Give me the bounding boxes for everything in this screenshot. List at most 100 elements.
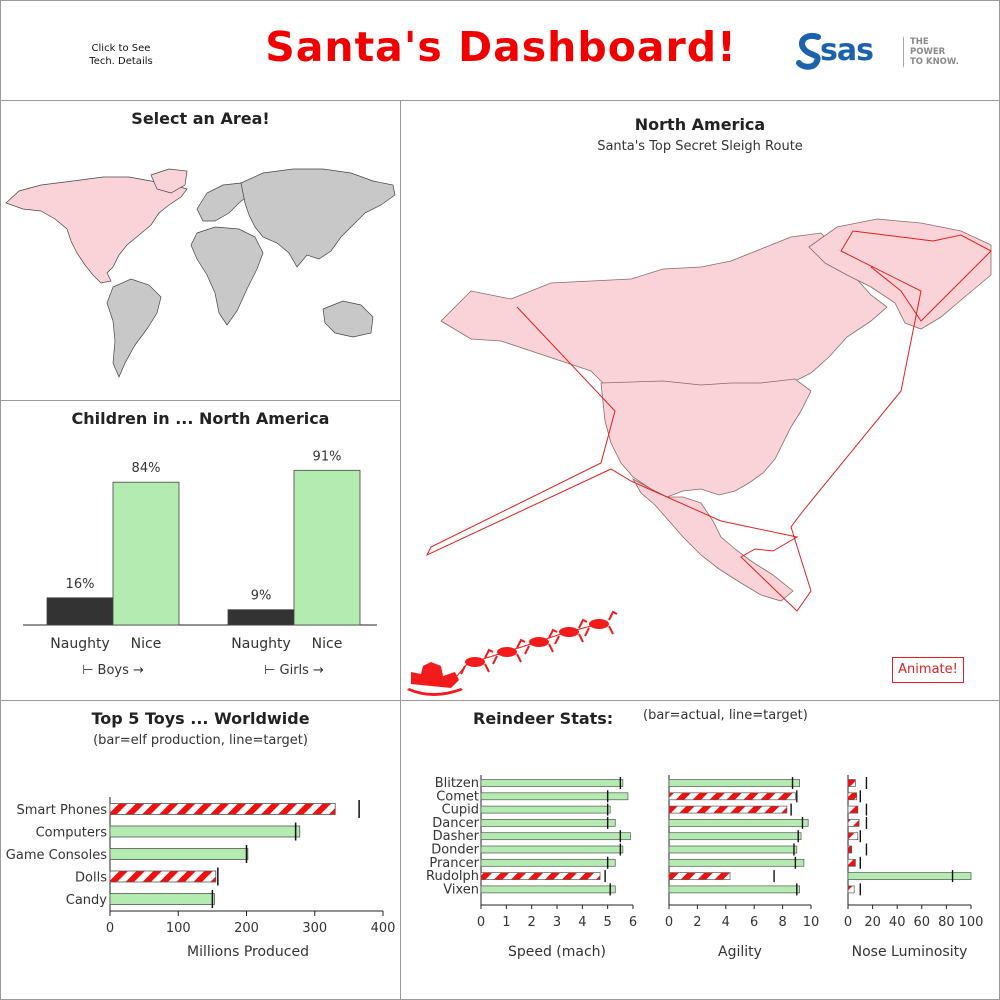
reindeer-x-tick-label: 100 [959, 915, 984, 930]
toys-category-label: Candy [66, 893, 108, 908]
sas-logo: sas THE POWER TO KNOW. [796, 31, 966, 75]
map-region-africa[interactable] [190, 226, 264, 326]
toys-x-tick-label: 0 [106, 921, 114, 936]
map-region-usa[interactable] [600, 378, 812, 498]
logo-tagline-line: TO KNOW. [910, 57, 959, 67]
reindeer-x-tick-label: 0 [844, 915, 852, 930]
toys-x-tick-label: 300 [302, 921, 327, 936]
reindeer-x-tick-label: 4 [578, 915, 586, 930]
sas-logo-icon [796, 33, 821, 70]
reindeer-bar [847, 819, 860, 827]
reindeer-name-label: Dancer [432, 816, 479, 831]
reindeer-bar [847, 805, 859, 814]
reindeer-name-label: Prancer [429, 856, 479, 871]
toys-category-label: Smart Phones [17, 803, 108, 818]
map-region-greenland[interactable] [150, 168, 188, 194]
children-bar-value-label: 84% [132, 461, 161, 476]
reindeer-bar [668, 885, 800, 894]
region-map-panel: North America Santa's Top Secret Sleigh … [400, 100, 1000, 701]
children-chart-panel: Children in ... North America 16% Naughty… [0, 400, 401, 701]
reindeer-bar [847, 792, 857, 801]
reindeer-bar [847, 885, 855, 894]
reindeer-x-tick-label: 60 [914, 915, 931, 930]
reindeer-chart: BlitzenCometCupidDancerDasherDonderPranc… [426, 775, 984, 960]
reindeer-bar [668, 832, 802, 841]
sleigh-route [425, 230, 992, 612]
map-region-south-america[interactable] [106, 278, 162, 378]
region-map-subtitle: Santa's Top Secret Sleigh Route [597, 139, 803, 154]
reindeer-x-tick-label: 0 [665, 915, 673, 930]
reindeer-bar [847, 779, 856, 787]
reindeer-x-tick-label: 40 [889, 915, 906, 930]
reindeer-x-axis-label: Nose Luminosity [852, 944, 968, 960]
reindeer-x-tick-label: 20 [864, 915, 881, 930]
map-region-asia[interactable] [240, 168, 396, 268]
reindeer-bar [480, 805, 611, 814]
toys-bar [109, 825, 301, 838]
children-chart: 16% Naughty 84% Nice ⊢ Boys → 9% Naughty 91% Nic… [23, 449, 377, 678]
toys-category-label: Game Consoles [6, 848, 107, 863]
reindeer-x-tick-label: 10 [803, 915, 820, 930]
toys-bar [109, 848, 249, 860]
reindeer-name-label: Vixen [443, 882, 479, 897]
reindeer-bar [480, 832, 631, 841]
children-bar-nice [112, 481, 180, 626]
reindeer-bar [668, 858, 805, 867]
reindeer-x-axis-label: Agility [718, 944, 762, 960]
children-category-label: Naughty [50, 636, 109, 652]
tech-details-link[interactable]: Click to See Tech. Details [61, 42, 181, 68]
reindeer-x-tick-label: 3 [553, 915, 561, 930]
region-map-title: North America [634, 115, 766, 134]
toys-category-label: Computers [36, 826, 108, 841]
reindeer-bar [668, 872, 731, 880]
toys-category-label: Dolls [75, 871, 107, 886]
logo-tagline-line: POWER [910, 47, 946, 57]
reindeer-bar [847, 832, 859, 841]
reindeer-name-label: Blitzen [435, 776, 479, 791]
reindeer-name-label: Rudolph [426, 869, 479, 884]
animate-button[interactable]: Animate! [892, 657, 964, 683]
reindeer-bar [847, 858, 856, 867]
toys-x-tick-label: 100 [166, 921, 191, 936]
toys-chart-title: Top 5 Toys ... Worldwide [91, 709, 310, 728]
reindeer-bar [668, 845, 798, 854]
reindeer-bar [480, 858, 616, 867]
map-region-greenland-detail[interactable] [808, 218, 992, 330]
children-category-label: Naughty [231, 636, 290, 652]
reindeer-bar [668, 819, 809, 827]
reindeer-name-label: Donder [431, 843, 479, 858]
tech-details-link-line: Tech. Details [89, 56, 153, 67]
reindeer-bar [847, 872, 972, 880]
reindeer-bar [668, 792, 796, 801]
reindeer-bar [480, 792, 629, 801]
reindeer-x-tick-label: 2 [693, 915, 701, 930]
toys-bar [109, 870, 217, 883]
map-region-mexico[interactable] [631, 477, 794, 602]
reindeer-bar [668, 805, 788, 814]
toys-chart: Smart Phones Computers Game Consoles Dolls C… [6, 797, 396, 960]
page-title: Santa's Dashboard! [265, 23, 737, 71]
children-bar-naughty [46, 597, 114, 626]
reindeer-x-tick-label: 1 [502, 915, 510, 930]
reindeer-name-label: Dasher [433, 829, 480, 844]
map-region-canada[interactable] [440, 232, 888, 392]
map-region-north-america[interactable] [5, 176, 188, 284]
reindeer-x-tick-label: 4 [722, 915, 730, 930]
reindeer-x-tick-label: 0 [477, 915, 485, 930]
map-region-australia[interactable] [322, 300, 374, 338]
reindeer-bar [480, 885, 616, 894]
reindeer-bar [480, 872, 601, 880]
children-category-label: Nice [312, 636, 343, 652]
toys-bar [109, 893, 215, 905]
reindeer-x-tick-label: 8 [778, 915, 786, 930]
header-panel: Click to See Tech. Details Santa's Dashbo… [0, 0, 1000, 101]
reindeer-chart-panel: Reindeer Stats: (bar=actual, line=target… [400, 700, 1000, 1000]
toys-x-tick-label: 400 [371, 921, 396, 936]
toys-x-axis-label: Millions Produced [187, 944, 309, 960]
reindeer-name-label: Cupid [442, 803, 479, 818]
reindeer-x-tick-label: 5 [604, 915, 612, 930]
children-bar-nice [293, 469, 361, 626]
reindeer-chart-title: Reindeer Stats: [473, 709, 614, 728]
reindeer-bar [480, 845, 624, 854]
